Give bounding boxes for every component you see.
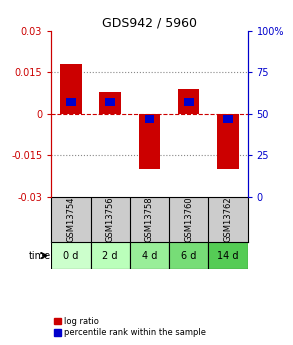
Bar	[130, 242, 169, 269]
Bar	[66, 98, 76, 107]
Text: GSM13754: GSM13754	[67, 197, 75, 242]
Text: GSM13760: GSM13760	[184, 197, 193, 242]
Text: 4 d: 4 d	[142, 250, 157, 260]
Text: 2 d: 2 d	[103, 250, 118, 260]
Text: GSM13758: GSM13758	[145, 197, 154, 242]
Text: 6 d: 6 d	[181, 250, 196, 260]
Bar	[208, 242, 248, 269]
Text: time: time	[29, 250, 51, 260]
Text: GSM13756: GSM13756	[106, 197, 115, 242]
Bar	[51, 242, 91, 269]
Bar	[144, 115, 154, 123]
Bar	[223, 115, 233, 123]
Legend: log ratio, percentile rank within the sample: log ratio, percentile rank within the sa…	[54, 317, 206, 337]
Text: GSM13762: GSM13762	[224, 197, 232, 242]
Bar	[105, 98, 115, 107]
Bar	[139, 114, 160, 169]
Bar	[91, 242, 130, 269]
Bar	[169, 242, 208, 269]
Bar	[178, 89, 200, 114]
Text: 0 d: 0 d	[63, 250, 79, 260]
Title: GDS942 / 5960: GDS942 / 5960	[102, 17, 197, 30]
Text: 14 d: 14 d	[217, 250, 239, 260]
Bar	[99, 92, 121, 114]
Bar	[217, 114, 239, 169]
Bar	[184, 98, 194, 107]
Bar	[60, 64, 82, 114]
